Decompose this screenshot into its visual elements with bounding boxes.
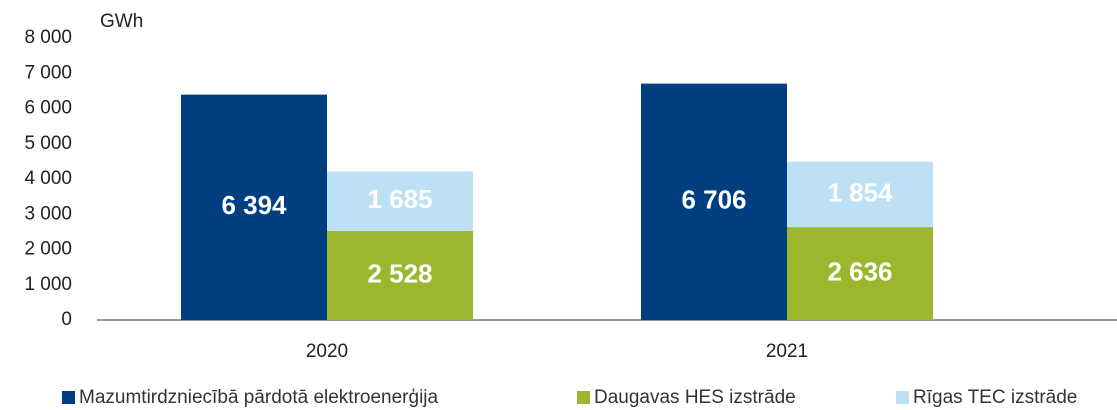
legend-swatch: [577, 391, 590, 404]
value-label: 6 706: [681, 185, 746, 215]
value-label: 2 636: [827, 256, 892, 286]
value-label: 1 854: [827, 177, 893, 207]
unit-label: GWh: [100, 11, 143, 32]
x-tick-label: 2020: [306, 341, 348, 362]
y-tick-label: 2 000: [24, 239, 72, 260]
bar: [327, 171, 473, 231]
bar: [787, 227, 933, 320]
x-tick-label: 2021: [766, 341, 808, 362]
legend-swatch: [62, 391, 75, 404]
value-label: 6 394: [221, 190, 287, 220]
y-tick-label: 1 000: [24, 274, 72, 295]
bar: [181, 94, 327, 320]
y-tick-label: 5 000: [24, 133, 72, 154]
y-tick-label: 4 000: [24, 168, 72, 189]
value-label: 2 528: [367, 258, 432, 288]
y-tick-label: 6 000: [24, 98, 72, 119]
legend-swatch: [896, 391, 909, 404]
y-tick-label: 3 000: [24, 203, 72, 224]
y-tick-label: 7 000: [24, 62, 72, 83]
legend-label: Mazumtirdzniecībā pārdotā elektroenerģij…: [79, 387, 439, 408]
value-label: 1 685: [367, 184, 432, 214]
legend-label: Rīgas TEC izstrāde: [913, 387, 1077, 408]
bar: [641, 83, 787, 321]
y-tick-label: 0: [61, 309, 72, 330]
bar: [327, 230, 473, 320]
y-tick-label: 8 000: [24, 27, 72, 48]
bar: [787, 161, 933, 228]
legend-label: Daugavas HES izstrāde: [594, 387, 796, 408]
